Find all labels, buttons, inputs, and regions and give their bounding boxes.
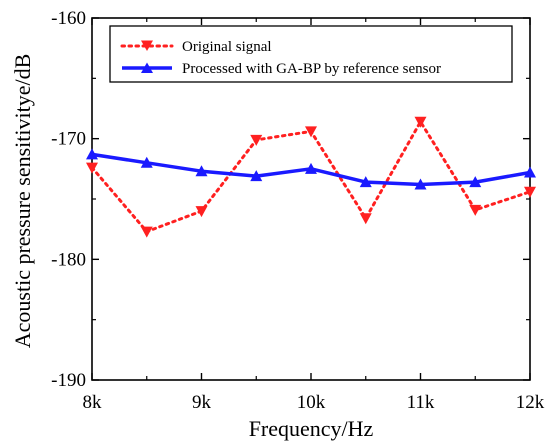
x-tick-label: 8k: [83, 392, 103, 413]
legend-label-processed: Processed with GA-BP by reference sensor: [182, 61, 441, 77]
data-point-original: [469, 204, 482, 216]
data-point-original: [86, 162, 98, 174]
data-point-processed: [524, 166, 536, 178]
x-tick-label: 9k: [192, 392, 212, 413]
legend-marker-processed: [141, 62, 153, 73]
series-layer: [86, 116, 536, 238]
ticks-layer: 8k 9k 10k 11k 12k -160 -170 -180 -190: [51, 8, 545, 413]
y-tick-label: -160: [51, 8, 86, 29]
data-point-original: [305, 126, 317, 138]
x-tick-label: 10k: [297, 392, 326, 413]
data-point-processed: [140, 156, 153, 168]
y-tick-label: -170: [51, 129, 86, 150]
y-tick-label: -180: [51, 249, 86, 270]
x-tick-label: 11k: [407, 392, 435, 413]
legend-marker-original: [141, 40, 153, 51]
data-point-processed: [250, 170, 263, 182]
data-point-original: [524, 186, 536, 198]
data-point-processed: [359, 176, 372, 188]
legend-box: [109, 25, 513, 83]
legend: Original signal Processed with GA-BP by …: [109, 25, 513, 83]
data-point-original: [359, 213, 372, 225]
data-point-processed: [469, 176, 482, 188]
x-tick-label: 12k: [516, 392, 545, 413]
data-point-original: [140, 226, 153, 238]
x-axis-title: Frequency/Hz: [249, 416, 374, 441]
y-tick-label: -190: [51, 370, 86, 391]
data-point-original: [414, 116, 427, 128]
data-point-processed: [414, 178, 427, 190]
legend-label-original: Original signal: [182, 39, 272, 55]
data-point-processed: [195, 165, 208, 177]
data-point-processed: [305, 162, 317, 174]
series-line-original: [90, 120, 532, 234]
data-point-processed: [86, 148, 98, 160]
data-point-original: [195, 206, 208, 218]
data-point-original: [250, 134, 263, 146]
y-axis-title: Acoustic pressure sensitivitye/dB: [10, 54, 35, 349]
